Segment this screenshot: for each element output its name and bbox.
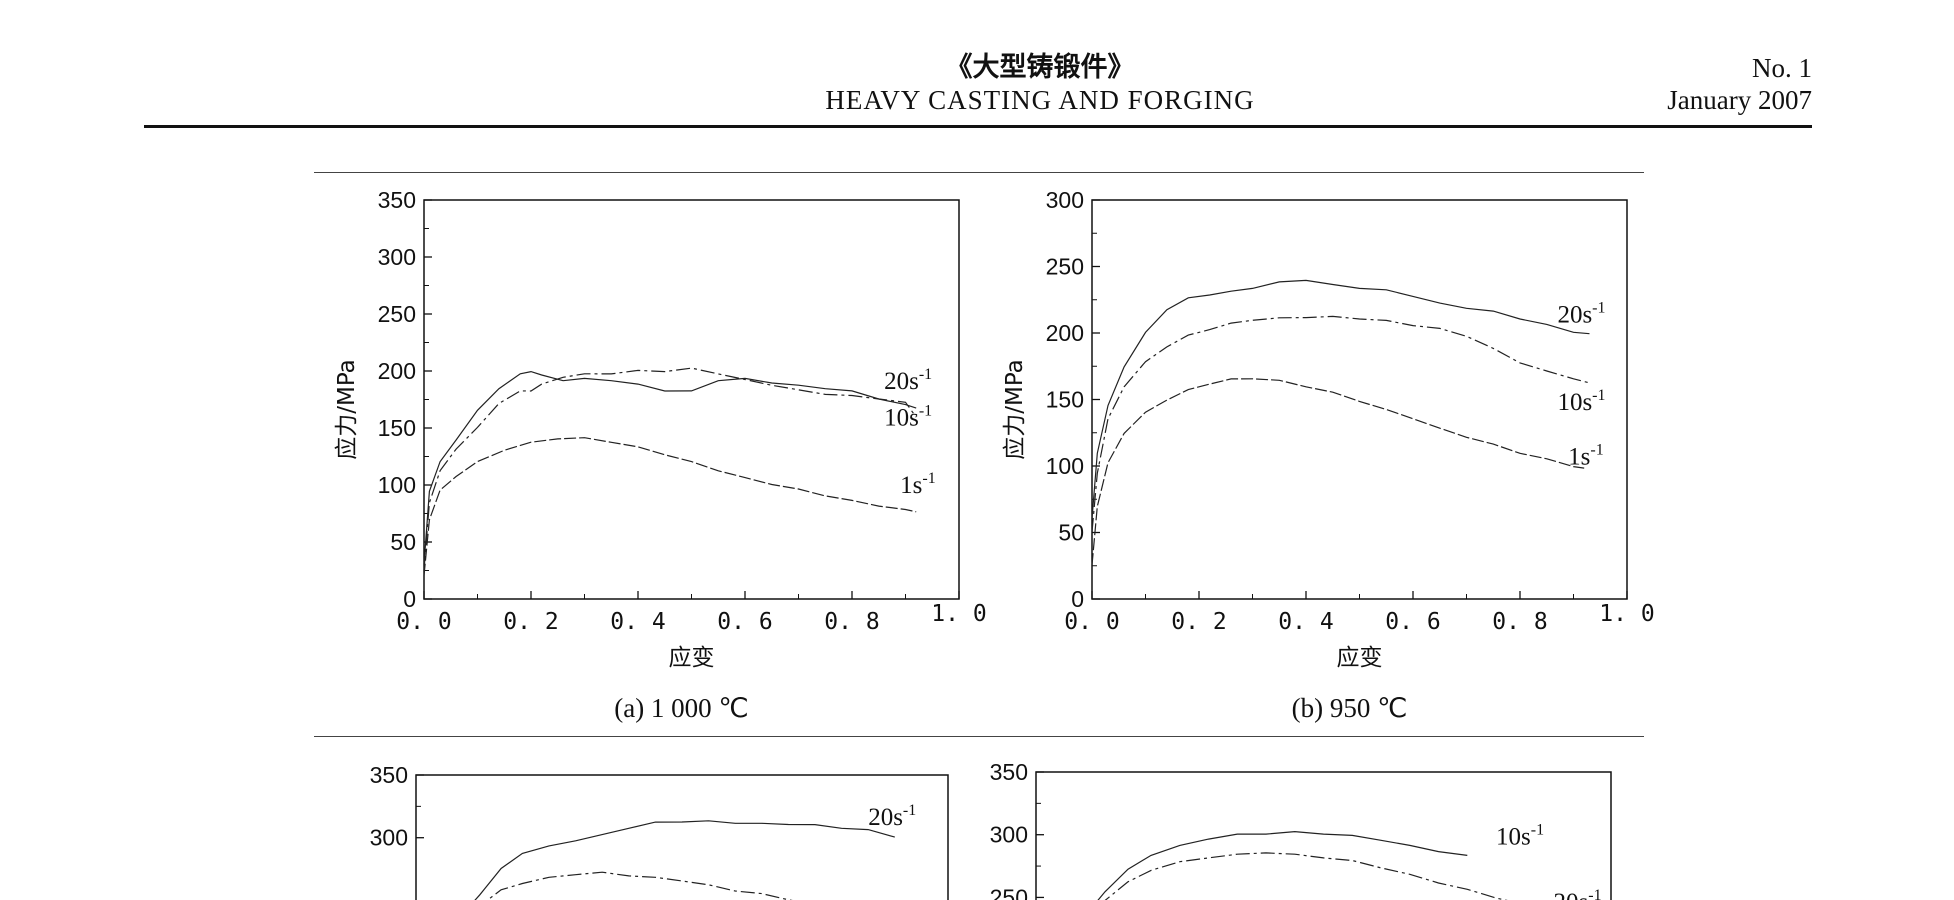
series-label: 20s-1 — [1557, 299, 1605, 328]
chart-a-1000c: 0 50 100 150 200 250 300 350 0. 0 0. 2 0. 4 0. 6 0. … — [334, 187, 987, 723]
series-line — [423, 367, 917, 570]
series-label-exponent: -1 — [1531, 822, 1544, 839]
issue-number: No. 1 — [1752, 53, 1812, 83]
series-label-base: 10s — [1557, 389, 1592, 416]
series-label-base: 1s — [900, 472, 922, 499]
series-line — [423, 437, 917, 576]
y-tick-label: 100 — [1046, 453, 1084, 479]
y-tick-label: 350 — [378, 187, 416, 213]
series-label: 20s-1 — [884, 366, 932, 395]
series-label: 10s-1 — [1557, 387, 1605, 416]
series-label: 1s-1 — [1568, 442, 1604, 471]
series-label: 20s-1 — [1554, 887, 1602, 900]
series-line — [1091, 279, 1590, 519]
journal-header: 《大型铸锻件》 HEAVY CASTING AND FORGING — [640, 52, 1440, 116]
series-label: 10s-1 — [884, 403, 932, 432]
y-tick-label: 50 — [390, 529, 416, 555]
y-tick-label: 0 — [1071, 586, 1084, 612]
series-label-exponent: -1 — [1592, 387, 1605, 404]
journal-title-en: HEAVY CASTING AND FORGING — [825, 85, 1255, 115]
y-axis-label: 应力/MPa — [334, 359, 360, 460]
y-tick-label: 150 — [1046, 387, 1084, 413]
x-tick-label: 0. 6 — [717, 609, 772, 635]
series-line — [486, 871, 793, 900]
y-tick-label: 300 — [1046, 187, 1084, 213]
y-tick-label: 300 — [378, 244, 416, 270]
x-tick-label: 0. 8 — [824, 609, 879, 635]
x-tick-label: 1. 0 — [1599, 601, 1654, 627]
plot-frame — [1091, 199, 1628, 600]
y-axis-label: 应力/MPa — [1002, 359, 1028, 460]
series-label-exponent: -1 — [1592, 299, 1605, 316]
x-tick-label: 0. 0 — [1064, 609, 1119, 635]
y-tick-label: 50 — [1058, 520, 1084, 546]
y-tick-label: 300 — [370, 825, 408, 851]
series-label-exponent: -1 — [922, 470, 935, 487]
chart-b-950c: 0 50 100 150 200 250 300 0. 0 0. 2 0. 4 0. 6 0. 8 1.… — [1002, 187, 1655, 723]
series-label-base: 20s — [1554, 889, 1589, 900]
series-line — [1104, 852, 1508, 900]
x-tick-label: 0. 4 — [1278, 609, 1333, 635]
series-label: 1s-1 — [900, 470, 936, 499]
issue-date: January 2007 — [1667, 85, 1812, 115]
series-label-base: 10s — [1496, 824, 1531, 851]
y-tick-label: 250 — [990, 884, 1028, 900]
y-tick-label: 250 — [1046, 254, 1084, 280]
x-axis-label: 应变 — [669, 645, 715, 671]
series-label-exponent: -1 — [1588, 887, 1601, 900]
journal-title-cn: 《大型铸锻件》 — [945, 52, 1135, 83]
y-tick-label: 350 — [370, 762, 408, 788]
chart-c-partial: 300 350 20s-1 — [370, 762, 949, 900]
plot-frame — [415, 774, 949, 900]
x-tick-label: 0. 6 — [1385, 609, 1440, 635]
series-label-base: 20s — [868, 804, 903, 831]
series-line — [1097, 830, 1468, 900]
y-tick-label: 150 — [378, 415, 416, 441]
x-tick-label: 0. 0 — [396, 609, 451, 635]
series-label-exponent: -1 — [919, 403, 932, 420]
series-line — [474, 820, 895, 900]
y-tick-label: 250 — [378, 301, 416, 327]
x-tick-label: 0. 2 — [503, 609, 558, 635]
x-tick-label: 0. 8 — [1492, 609, 1547, 635]
series-line — [1091, 315, 1590, 532]
x-tick-label: 0. 4 — [610, 609, 665, 635]
issue-info: No. 1 January 2007 — [1667, 52, 1812, 116]
series-label-exponent: -1 — [1590, 442, 1603, 459]
figure-top-rule — [314, 172, 1644, 173]
series-label-base: 10s — [884, 405, 919, 432]
series-label: 20s-1 — [868, 802, 916, 831]
header-rule — [144, 125, 1812, 128]
plot-frame — [1035, 771, 1612, 900]
series-label-base: 20s — [1557, 301, 1592, 328]
series-label-exponent: -1 — [903, 802, 916, 819]
series-line — [1091, 378, 1585, 566]
y-tick-label: 350 — [990, 759, 1028, 785]
figure-caption: (b) 950 ℃ — [1292, 693, 1408, 723]
y-tick-label: 200 — [1046, 320, 1084, 346]
y-tick-label: 0 — [403, 586, 416, 612]
figure-caption: (a) 1 000 ℃ — [614, 693, 749, 723]
y-tick-label: 100 — [378, 472, 416, 498]
series-label: 10s-1 — [1496, 822, 1544, 851]
series-label-exponent: -1 — [919, 366, 932, 383]
x-tick-label: 0. 2 — [1171, 609, 1226, 635]
series-line — [423, 370, 917, 565]
x-axis-label: 应变 — [1337, 645, 1383, 671]
y-tick-label: 300 — [990, 822, 1028, 848]
series-label-base: 20s — [884, 368, 919, 395]
x-tick-label: 1. 0 — [931, 601, 986, 627]
y-tick-label: 200 — [378, 358, 416, 384]
series-label-base: 1s — [1568, 444, 1590, 471]
figure-middle-rule — [314, 736, 1644, 737]
